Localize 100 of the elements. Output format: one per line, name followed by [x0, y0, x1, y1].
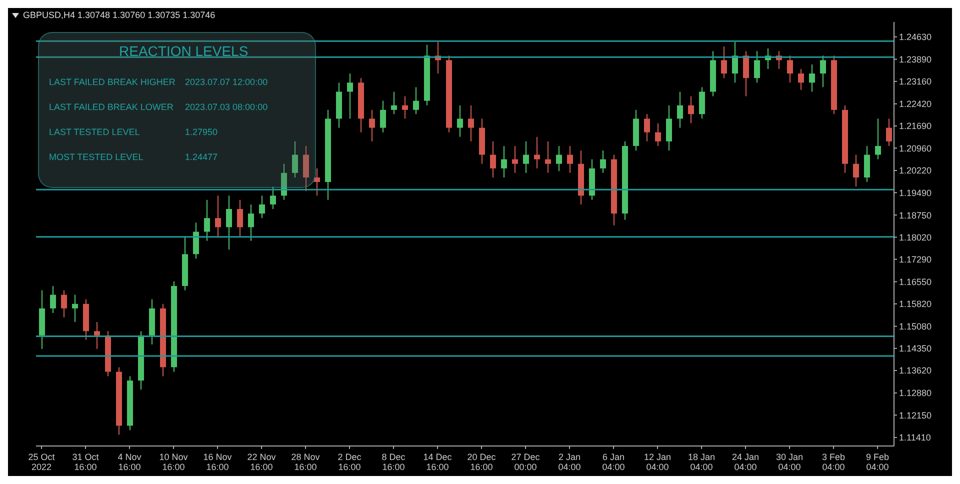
candlestick	[534, 136, 540, 169]
candlestick	[666, 104, 672, 152]
candlestick	[402, 96, 408, 120]
candlestick	[677, 91, 683, 128]
annotation: MOST TESTED LEVEL	[49, 152, 144, 162]
candlestick	[468, 104, 474, 142]
candlestick	[281, 163, 287, 200]
x-tick-label: 8 Dec 16:00	[382, 452, 406, 472]
x-tick-label: 12 Jan 04:00	[644, 452, 672, 472]
annotation: LAST TESTED LEVEL	[49, 127, 141, 137]
chart-title: GBPUSD,H4 1.30748 1.30760 1.30735 1.30746	[23, 10, 216, 20]
candlestick	[314, 168, 320, 196]
candlestick	[369, 109, 375, 142]
y-tick-label: 1.13620	[899, 366, 932, 376]
x-tick-label: 14 Dec 16:00	[423, 452, 452, 472]
x-tick-label: 31 Oct 16:00	[72, 452, 100, 472]
candlestick	[347, 73, 353, 120]
annotation: 1.24477	[185, 152, 218, 162]
candlestick	[215, 195, 221, 237]
x-tick-label: 25 Oct 2022	[28, 452, 56, 472]
x-tick-label: 2 Dec 16:00	[338, 452, 362, 472]
candlestick	[523, 140, 529, 174]
candlestick	[61, 290, 67, 318]
candlestick	[864, 145, 870, 183]
x-tick-label: 10 Nov 16:00	[159, 452, 188, 472]
candlestick	[798, 68, 804, 90]
y-tick-label: 1.15820	[899, 299, 932, 310]
y-tick-label: 1.14350	[899, 344, 932, 354]
candlestick	[721, 46, 727, 79]
x-tick-label: 18 Jan 04:00	[688, 452, 716, 472]
candlestick	[226, 195, 232, 250]
candlestick	[50, 285, 56, 314]
x-tick-label: 2 Jan 04:00	[558, 452, 581, 472]
y-tick-label: 1.21690	[899, 121, 932, 132]
y-tick-label: 1.12150	[899, 410, 932, 420]
candlestick	[556, 145, 562, 172]
y-tick-label: 1.11410	[899, 432, 931, 443]
candlestick	[457, 104, 463, 138]
annotation: LAST FAILED BREAK LOWER	[49, 102, 174, 112]
y-tick-label: 1.17290	[899, 254, 932, 264]
y-tick-label: 1.15080	[899, 321, 932, 332]
candlestick	[270, 186, 276, 210]
y-tick-label: 1.12880	[899, 388, 932, 398]
x-tick-label: 16 Nov 16:00	[203, 452, 232, 472]
candlestick	[413, 86, 419, 115]
x-tick-label: 6 Jan 04:00	[602, 452, 625, 472]
x-tick-label: 9 Feb 04:00	[866, 452, 890, 472]
y-tick-label: 1.16550	[899, 276, 932, 287]
candlestick	[567, 145, 573, 174]
candlestick	[501, 145, 507, 178]
candlestick	[391, 91, 397, 115]
candlestick	[303, 145, 309, 192]
y-tick-label: 1.24630	[899, 32, 932, 42]
annotation: REACTION LEVELS	[119, 43, 250, 59]
candlestick	[94, 322, 100, 350]
candlestick	[787, 55, 793, 84]
candlestick	[292, 140, 298, 178]
candlestick	[204, 199, 210, 242]
candlestick	[688, 96, 694, 124]
x-tick-label: 4 Nov 16:00	[118, 452, 142, 472]
candlestick	[655, 122, 661, 146]
annotation: 2023.07.03 08:00:00	[185, 102, 268, 112]
candlestick	[248, 204, 254, 242]
candlestick	[699, 86, 705, 120]
y-tick-label: 1.20960	[899, 143, 932, 154]
candlestick	[72, 294, 78, 323]
x-tick-label: 24 Jan 04:00	[732, 452, 760, 472]
candlestick	[644, 114, 650, 142]
y-tick-label: 1.18020	[899, 232, 932, 242]
candlestick	[193, 222, 199, 260]
y-tick-label: 1.23890	[899, 54, 932, 64]
y-tick-label: 1.18750	[899, 210, 932, 220]
candlestick	[512, 145, 518, 174]
x-tick-label: 27 Dec 00:00	[511, 452, 540, 472]
y-tick-label: 1.20220	[899, 166, 932, 176]
y-tick-label: 1.19490	[899, 188, 932, 198]
candlestick	[754, 50, 760, 84]
candlestick	[380, 100, 386, 133]
x-tick-label: 28 Nov 16:00	[291, 452, 320, 472]
candlestick	[875, 118, 881, 160]
candlestick	[886, 118, 892, 146]
x-tick-label: 22 Nov 16:00	[247, 452, 276, 472]
x-tick-label: 3 Feb 04:00	[822, 452, 846, 472]
candlestick	[820, 55, 826, 88]
y-tick-label: 1.22420	[899, 99, 932, 110]
candlestick	[732, 42, 738, 84]
annotation: 2023.07.07 12:00:00	[185, 77, 268, 87]
candlestick	[545, 140, 551, 174]
candlestick	[237, 199, 243, 237]
candlestick	[490, 140, 496, 178]
annotation: 1.27950	[185, 127, 218, 137]
candlestick	[600, 150, 606, 174]
candlestick	[809, 64, 815, 92]
annotation: LAST FAILED BREAK HIGHER	[49, 77, 176, 87]
x-tick-label: 20 Dec 16:00	[467, 452, 496, 472]
candlestick	[743, 50, 749, 97]
x-tick-label: 30 Jan 04:00	[776, 452, 804, 472]
candlestick	[259, 195, 265, 219]
y-tick-label: 1.23160	[899, 76, 932, 87]
candlestick	[853, 154, 859, 188]
